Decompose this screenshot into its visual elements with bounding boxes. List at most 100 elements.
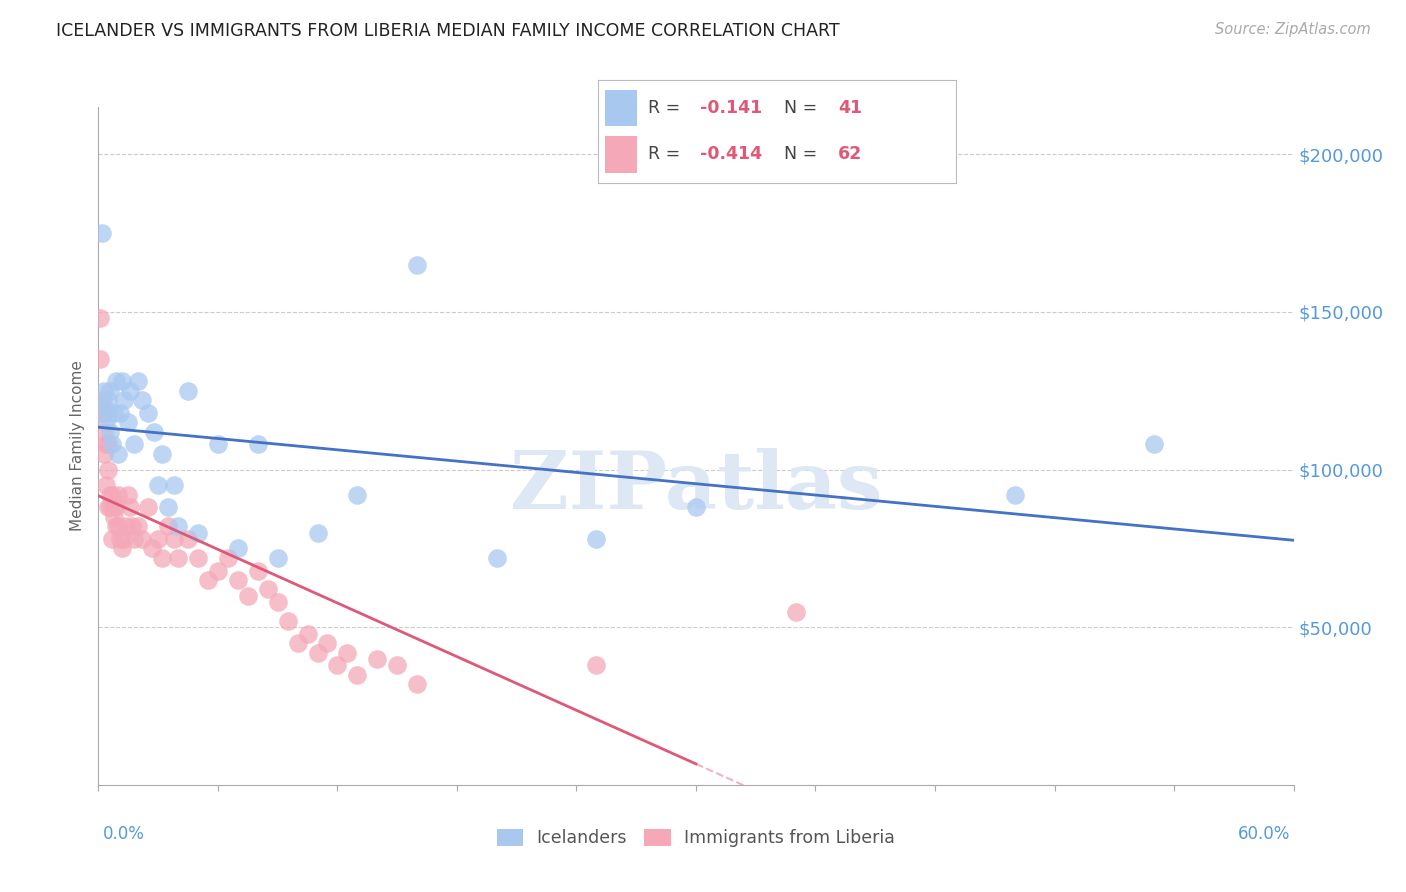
Point — [112, 393, 135, 408]
Point — [121, 519, 143, 533]
Text: ZIPatlas: ZIPatlas — [510, 448, 882, 525]
Point — [406, 677, 429, 691]
Text: R =: R = — [648, 145, 686, 163]
Point — [96, 478, 118, 492]
Point — [107, 447, 129, 461]
Point — [131, 532, 153, 546]
Point — [141, 541, 163, 556]
Point — [110, 406, 132, 420]
Point — [103, 500, 125, 515]
Point — [585, 532, 607, 546]
Point — [385, 658, 409, 673]
Point — [163, 532, 186, 546]
Point — [100, 488, 122, 502]
Point — [131, 393, 153, 408]
Point — [163, 478, 186, 492]
Point — [207, 564, 229, 578]
Point — [124, 532, 146, 546]
Point — [167, 519, 190, 533]
Point — [93, 447, 115, 461]
Point — [346, 488, 368, 502]
Bar — [605, 89, 637, 127]
Point — [148, 478, 170, 492]
Point — [96, 415, 118, 429]
Point — [91, 406, 114, 420]
Point — [226, 541, 249, 556]
Point — [307, 525, 329, 540]
Point — [112, 532, 135, 546]
Point — [277, 614, 299, 628]
Point — [207, 437, 229, 451]
Point — [93, 406, 115, 420]
Point — [287, 636, 309, 650]
Point — [685, 500, 707, 515]
Point — [785, 605, 807, 619]
Text: -0.141: -0.141 — [700, 99, 762, 117]
Point — [101, 532, 124, 546]
Point — [101, 488, 124, 502]
Point — [585, 658, 607, 673]
Text: Source: ZipAtlas.com: Source: ZipAtlas.com — [1215, 22, 1371, 37]
Point — [120, 384, 142, 398]
Point — [226, 573, 249, 587]
Point — [117, 488, 139, 502]
Point — [110, 532, 132, 546]
Point — [97, 463, 120, 477]
Text: -0.414: -0.414 — [700, 145, 762, 163]
Point — [485, 550, 508, 565]
Point — [143, 425, 166, 439]
Point — [157, 519, 180, 533]
Text: R =: R = — [648, 99, 686, 117]
Text: ICELANDER VS IMMIGRANTS FROM LIBERIA MEDIAN FAMILY INCOME CORRELATION CHART: ICELANDER VS IMMIGRANTS FROM LIBERIA MED… — [56, 22, 839, 40]
Point — [100, 500, 122, 515]
Point — [101, 437, 124, 451]
Point — [111, 375, 134, 389]
Point — [336, 646, 359, 660]
Point — [105, 519, 128, 533]
Point — [105, 375, 128, 389]
Point — [236, 589, 259, 603]
Point — [177, 532, 200, 546]
Point — [89, 311, 111, 326]
Point — [150, 550, 173, 565]
Point — [100, 425, 122, 439]
Point — [297, 626, 319, 640]
Point — [89, 352, 111, 367]
Point — [97, 406, 120, 420]
Text: N =: N = — [785, 99, 823, 117]
Point — [1143, 437, 1166, 451]
Bar — [605, 136, 637, 173]
Point — [150, 447, 173, 461]
Point — [256, 582, 278, 597]
Point — [93, 400, 115, 414]
Point — [97, 500, 120, 515]
Point — [316, 636, 339, 650]
Point — [148, 532, 170, 546]
Point — [267, 550, 290, 565]
Point — [97, 437, 120, 451]
Point — [107, 488, 129, 502]
Point — [136, 500, 159, 515]
Point — [366, 652, 388, 666]
Point — [91, 393, 114, 408]
Point — [105, 500, 128, 515]
Point — [307, 646, 329, 660]
Point — [91, 226, 114, 240]
Point — [406, 258, 429, 272]
Text: 41: 41 — [838, 99, 862, 117]
Point — [177, 384, 200, 398]
Text: 60.0%: 60.0% — [1239, 825, 1291, 843]
Point — [167, 550, 190, 565]
Point — [197, 573, 219, 587]
Point — [187, 550, 209, 565]
Point — [111, 541, 134, 556]
Text: 62: 62 — [838, 145, 862, 163]
Point — [157, 500, 180, 515]
Point — [136, 406, 159, 420]
Point — [326, 658, 349, 673]
Point — [246, 437, 269, 451]
Point — [115, 519, 138, 533]
Point — [93, 384, 115, 398]
Point — [103, 406, 125, 420]
Text: 0.0%: 0.0% — [103, 825, 145, 843]
